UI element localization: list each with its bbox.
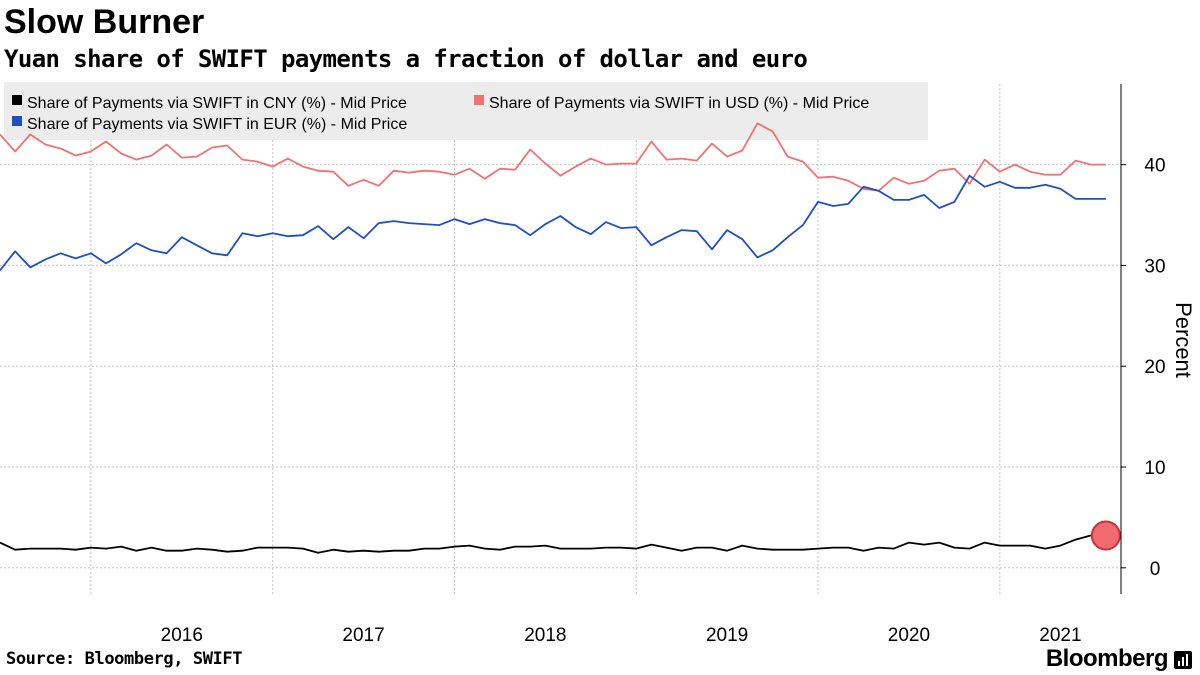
legend: Share of Payments via SWIFT in CNY (%) -… [4, 82, 928, 140]
legend-swatch-cny [12, 95, 22, 105]
gridlines [0, 84, 1121, 594]
x-axis: 2016 2017 2018 2019 2020 2021 [161, 625, 1082, 646]
y-tick-label: 40 [1144, 156, 1165, 177]
brand-logo: Bloomberg [1045, 645, 1169, 672]
x-tick-label: 2021 [1039, 625, 1081, 646]
y-tick-label: 10 [1144, 458, 1165, 479]
legend-label-usd: Share of Payments via SWIFT in USD (%) -… [489, 95, 869, 112]
series-line-usd [0, 122, 1106, 192]
legend-label-eur: Share of Payments via SWIFT in EUR (%) -… [27, 116, 407, 133]
legend-swatch-eur [12, 116, 22, 126]
source-note: Source: Bloomberg, SWIFT [6, 649, 243, 669]
series-lines [0, 122, 1106, 554]
series-line-eur [0, 174, 1106, 272]
chart-subtitle: Yuan share of SWIFT payments a fraction … [4, 45, 808, 73]
latest-value-marker [1090, 520, 1121, 551]
series-line-cny [0, 534, 1106, 554]
x-tick-label: 2016 [161, 625, 203, 646]
x-tick-label: 2019 [706, 625, 748, 646]
x-tick-label: 2017 [342, 625, 384, 646]
legend-swatch-usd [474, 95, 484, 105]
x-tick-label: 2020 [888, 625, 930, 646]
legend-background [4, 82, 928, 140]
legend-label-cny: Share of Payments via SWIFT in CNY (%) -… [27, 95, 407, 112]
x-tick-label: 2018 [524, 625, 566, 646]
terminal-icon [1174, 651, 1192, 669]
y-tick-label: 30 [1144, 256, 1165, 277]
y-axis-label: Percent [1171, 302, 1196, 378]
chart-title: Slow Burner [4, 3, 205, 41]
y-axis: 0 10 20 30 40 [1120, 84, 1166, 594]
y-tick-label: 20 [1144, 357, 1165, 378]
y-tick-label: 0 [1150, 559, 1161, 580]
highlight-marker [1090, 520, 1121, 551]
